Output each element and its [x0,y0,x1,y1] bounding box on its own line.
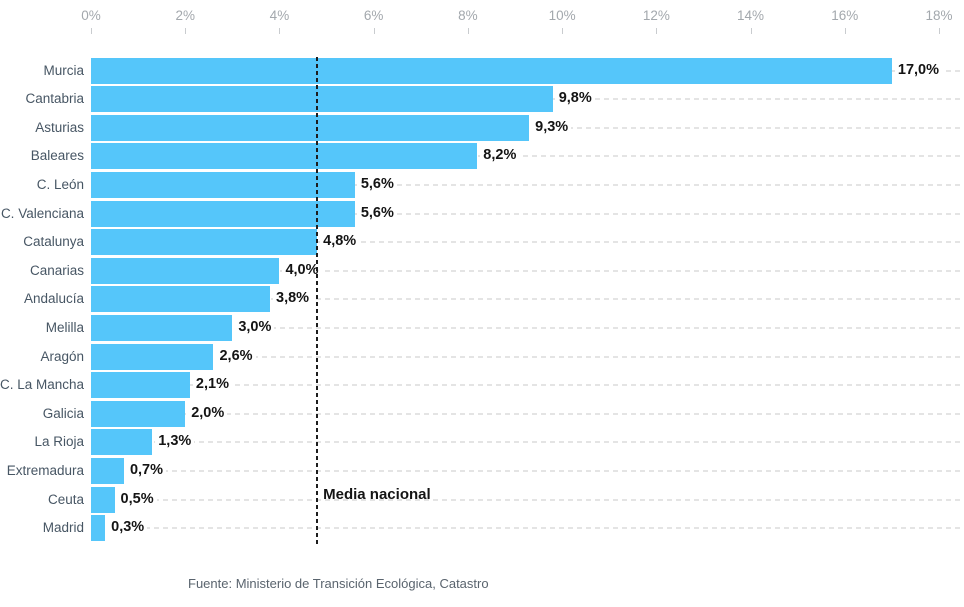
category-label: Baleares [30,148,84,164]
category-label: C. Valenciana [0,205,84,221]
bar-baleares [91,143,478,170]
x-axis-tick-label: 10% [548,8,576,23]
bar-andaluc-a [91,286,271,313]
category-label: Asturias [35,119,84,135]
value-label: 9,3% [532,118,572,135]
category-label: Murcia [43,62,84,78]
row-gridline [91,527,964,530]
row-gridline [91,498,964,501]
category-label: Melilla [45,319,84,335]
bar-canarias [91,257,280,284]
x-axis-tick-label: 4% [269,8,290,23]
bar-cantabria [91,86,553,113]
value-label: 4,0% [282,261,322,278]
x-axis-tick-mark [656,28,658,34]
category-label: Aragón [40,348,84,364]
row-gridline [91,469,964,472]
value-label: 2,1% [192,376,232,393]
row-gridline [91,183,964,186]
bar-la-rioja [91,429,153,456]
category-label: C. León [36,176,84,192]
value-label: 17,0% [894,61,942,78]
bar-madrid [91,515,106,542]
x-axis-tick-mark [939,28,940,34]
value-label: 0,3% [108,519,148,536]
value-label: 5,6% [357,204,397,221]
category-label: La Rioja [34,434,84,450]
value-label: 2,6% [216,347,256,364]
x-axis-tick-mark [844,28,846,34]
category-label: Cantabria [25,91,84,107]
row-gridline [91,212,964,215]
x-axis-tick-mark [750,28,752,34]
media-nacional-label: Media nacional [323,486,431,503]
value-label: 1,3% [155,433,195,450]
row-gridline [91,441,964,444]
row-gridline [91,326,964,329]
value-label: 9,8% [555,90,595,107]
value-label: 3,8% [273,290,313,307]
x-axis-tick-label: 14% [737,8,765,23]
row-gridline [91,355,964,358]
value-label: 0,5% [117,490,157,507]
bar-c-le-n [91,171,355,198]
bar-melilla [91,314,233,341]
value-label: 5,6% [357,175,397,192]
bar-asturias [91,114,530,141]
bar-ceuta [91,486,115,513]
category-label: Madrid [42,520,84,536]
x-axis-tick-label: 12% [642,8,670,23]
source-text: Fuente: Ministerio de Transición Ecológi… [188,576,489,591]
x-axis-tick-mark [373,28,375,34]
row-gridline [91,241,964,244]
x-axis-tick-label: 2% [175,8,195,23]
x-axis-tick-label: 6% [363,8,384,23]
category-label: Ceuta [47,491,84,507]
x-axis-tick-mark [562,28,564,34]
x-axis-tick-mark [91,28,92,34]
value-label: 3,0% [235,318,275,335]
bar-galicia [91,400,186,427]
category-label: C. La Mancha [0,377,85,393]
x-axis-tick-label: 16% [831,8,859,23]
bar-arag-n [91,343,214,370]
x-axis-tick-mark [185,28,187,34]
bar-murcia [91,57,892,84]
bar-extremadura [91,457,124,484]
x-axis-tick-label: 0% [81,8,101,23]
row-gridline [91,412,964,415]
category-label: Galicia [42,405,84,421]
row-gridline [91,384,964,387]
category-label: Canarias [29,262,84,278]
value-label: 4,8% [320,233,360,250]
media-nacional-reference-line [316,57,319,545]
value-label: 0,7% [126,461,167,478]
value-label: 2,0% [188,404,228,421]
row-gridline [91,155,964,158]
value-label: 8,2% [480,147,520,164]
category-label: Andalucía [23,291,84,307]
x-axis-tick-label: 8% [458,8,478,23]
bar-catalunya [91,229,318,256]
x-axis-tick-mark [279,28,281,34]
category-label: Extremadura [6,462,84,478]
x-axis-tick-mark [467,28,469,34]
bar-c-valenciana [91,200,355,227]
row-gridline [91,269,964,272]
x-axis-tick-label: 18% [925,8,953,23]
category-label: Catalunya [23,234,84,250]
row-gridline [91,298,964,301]
bar-c-la-mancha [91,372,190,399]
